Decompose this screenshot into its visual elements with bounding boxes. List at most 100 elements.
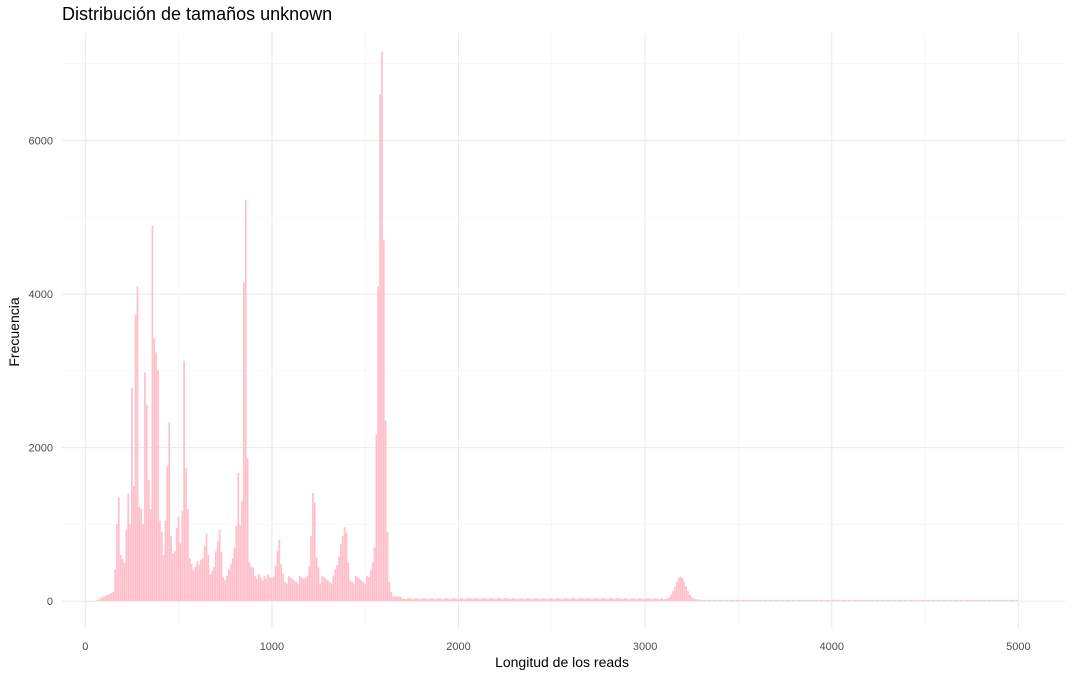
histogram-bar [646, 598, 648, 602]
histogram-bar [295, 581, 297, 602]
histogram-bar [274, 565, 277, 602]
histogram-bar [384, 420, 387, 602]
histogram-bar [601, 598, 604, 602]
histogram-bar [481, 598, 484, 602]
histogram-bar [967, 599, 969, 602]
histogram-bar [127, 493, 130, 602]
histogram-bar [334, 568, 337, 602]
histogram-bar [269, 577, 271, 602]
histogram-bar [280, 564, 283, 602]
histogram-bar [752, 600, 755, 602]
histogram-bar [468, 598, 471, 602]
histogram-bar [983, 599, 986, 602]
histogram-bar [968, 600, 971, 602]
histogram-bar [330, 583, 333, 602]
histogram-bar [535, 598, 538, 602]
histogram-bar [879, 600, 882, 602]
histogram-bar [735, 600, 738, 602]
histogram-bar [545, 598, 548, 602]
histogram-bar [759, 599, 762, 602]
histogram-bar [298, 575, 301, 602]
histogram-bar [1011, 599, 1014, 602]
histogram-bar [252, 567, 255, 602]
histogram-bar [633, 598, 635, 602]
histogram-bar [453, 598, 456, 602]
histogram-bar [748, 599, 751, 602]
y-axis-ticks: 0 2000 4000 6000 [29, 135, 53, 608]
histogram-bar [362, 581, 365, 602]
histogram-bar [800, 600, 803, 602]
histogram-bar [621, 599, 624, 602]
histogram-bar [937, 600, 939, 602]
histogram-bar [821, 599, 824, 602]
histogram-bar [160, 532, 163, 602]
histogram-bar [761, 600, 764, 602]
histogram-bar [168, 422, 171, 602]
histogram-bar [922, 599, 924, 602]
histogram-bar [534, 598, 536, 602]
histogram-bar [845, 600, 848, 602]
histogram-bar [832, 599, 835, 602]
histogram-bar [200, 559, 202, 602]
histogram-bar [235, 525, 238, 602]
histogram-bar [718, 600, 721, 602]
histogram-bar [435, 599, 437, 602]
histogram-bar [185, 468, 187, 602]
histogram-bar [530, 598, 533, 602]
histogram-bar [634, 598, 637, 602]
x-tick-label: 4000 [820, 641, 844, 653]
histogram-bar [422, 598, 424, 602]
histogram-bar [914, 600, 917, 602]
histogram-bar [737, 599, 740, 602]
histogram-bar [814, 600, 816, 602]
histogram-bar [871, 599, 874, 602]
histogram-bar [802, 600, 805, 602]
histogram-bar [812, 600, 814, 602]
histogram-bar [612, 598, 615, 602]
histogram-bar [440, 598, 443, 602]
histogram-bar [218, 529, 221, 602]
histogram-bar [241, 500, 243, 602]
histogram-bar [703, 599, 706, 602]
histogram-bar [153, 338, 156, 602]
histogram-bar [142, 524, 144, 602]
histogram-bar [582, 598, 585, 602]
histogram-bar [368, 577, 370, 602]
histogram-bar [849, 599, 852, 602]
histogram-bar [806, 600, 809, 602]
histogram-bar [918, 600, 921, 602]
histogram-bar [595, 598, 598, 602]
histogram-bar [610, 598, 613, 602]
histogram-bar [608, 598, 611, 602]
histogram-bar [233, 547, 236, 602]
histogram-bar [371, 562, 374, 602]
histogram-bar [929, 600, 932, 602]
histogram-bar [117, 497, 120, 602]
histogram-bar [397, 596, 400, 602]
histogram-bar [549, 598, 551, 602]
histogram-bar [452, 598, 454, 602]
y-tick-label: 6000 [29, 135, 53, 147]
histogram-bar [211, 570, 214, 602]
histogram-bar [438, 598, 441, 602]
histogram-bar [575, 598, 577, 602]
histogram-bar [855, 599, 857, 602]
x-tick-label: 1000 [260, 641, 284, 653]
histogram-bar [338, 556, 340, 602]
histogram-bar [892, 600, 895, 602]
histogram-bar [373, 547, 376, 602]
histogram-bar [651, 599, 654, 602]
histogram-bar [136, 286, 139, 602]
histogram-bar [972, 599, 975, 602]
histogram-bar [907, 600, 910, 602]
y-tick-label: 4000 [29, 289, 53, 301]
histogram-bar [588, 598, 590, 602]
histogram-bar [616, 598, 618, 602]
histogram-bar [287, 575, 290, 602]
histogram-bar [381, 51, 383, 602]
histogram-bar [563, 598, 566, 602]
histogram-bar [138, 506, 141, 602]
histogram-bar [623, 598, 626, 602]
histogram-bar [190, 564, 193, 602]
histogram-bar [310, 535, 312, 602]
